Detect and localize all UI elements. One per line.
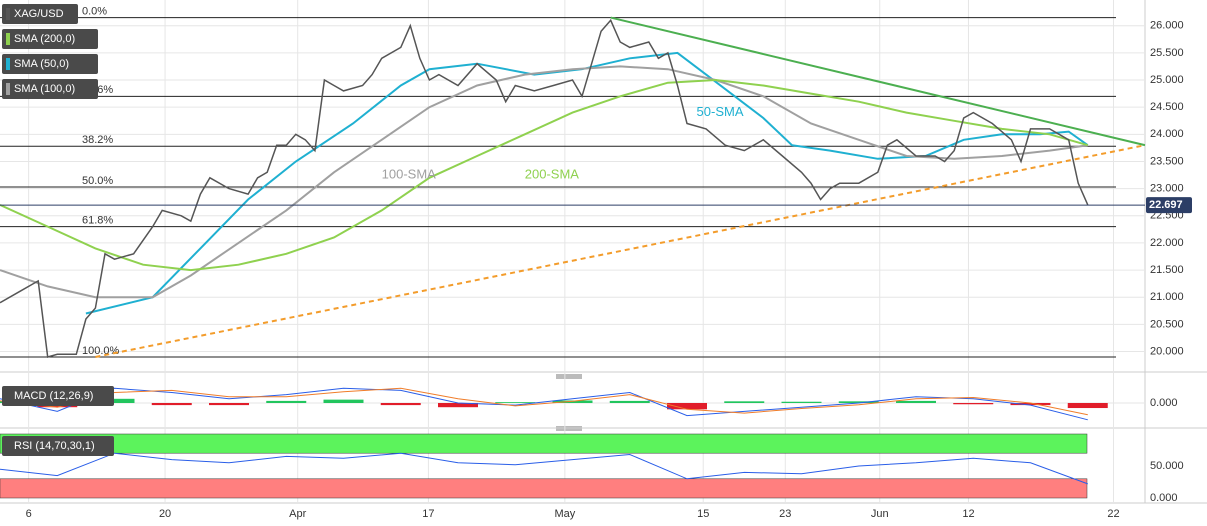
fib-label: 38.2% bbox=[82, 134, 113, 146]
sma-annotation: 100-SMA bbox=[382, 166, 437, 181]
y-tick-label: 24.500 bbox=[1150, 101, 1184, 113]
legend-swatch bbox=[6, 83, 10, 95]
pane-title-box bbox=[2, 386, 114, 406]
trendline bbox=[610, 16, 1146, 147]
rsi-band bbox=[0, 478, 1088, 499]
y-tick-label: 23.000 bbox=[1150, 183, 1184, 195]
macd-histogram bbox=[609, 400, 650, 403]
macd-histogram bbox=[438, 403, 478, 408]
legend-box bbox=[2, 29, 98, 49]
y-tick-label: 21.500 bbox=[1150, 264, 1184, 276]
legend-label: XAG/USD bbox=[14, 8, 64, 20]
trendline bbox=[95, 144, 1146, 358]
macd-histogram bbox=[838, 401, 879, 403]
macd-histogram bbox=[1067, 403, 1108, 409]
fib-label: 0.0% bbox=[82, 5, 107, 17]
y-tick-label: 50.000 bbox=[1150, 460, 1184, 472]
macd-histogram bbox=[209, 403, 249, 406]
macd-line bbox=[0, 387, 1088, 421]
y-tick-label: 0.000 bbox=[1150, 492, 1178, 504]
y-tick-label: 20.000 bbox=[1150, 345, 1184, 357]
y-tick-label: 23.500 bbox=[1150, 155, 1184, 167]
last-price-box bbox=[1146, 197, 1192, 214]
y-tick-label: 25.000 bbox=[1150, 74, 1184, 86]
y-tick-label: 22.000 bbox=[1150, 237, 1184, 249]
macd-histogram bbox=[323, 399, 364, 403]
x-tick-label: Jun bbox=[871, 508, 889, 520]
legend-label: SMA (200,0) bbox=[14, 33, 75, 45]
y-tick-label: 24.000 bbox=[1150, 128, 1184, 140]
y-tick-label: 26.000 bbox=[1150, 20, 1184, 32]
pane-handle[interactable] bbox=[556, 374, 582, 379]
x-tick-label: 12 bbox=[962, 508, 974, 520]
legend-box bbox=[2, 54, 98, 74]
pane-title: MACD (12,26,9) bbox=[14, 390, 93, 402]
macd-histogram bbox=[896, 400, 936, 403]
legend-label: SMA (50,0) bbox=[14, 58, 69, 70]
y-tick-label: 25.500 bbox=[1150, 47, 1184, 59]
legend-swatch bbox=[6, 8, 10, 20]
x-tick-label: 22 bbox=[1107, 508, 1119, 520]
price-line bbox=[0, 18, 1089, 358]
legend-box bbox=[2, 79, 98, 99]
legend-swatch bbox=[6, 58, 10, 70]
macd-histogram bbox=[380, 403, 421, 406]
x-tick-label: 23 bbox=[779, 508, 791, 520]
macd-histogram bbox=[151, 403, 192, 406]
legend-box bbox=[2, 4, 78, 24]
x-tick-label: 15 bbox=[697, 508, 709, 520]
fib-label: 100.0% bbox=[82, 345, 120, 357]
x-tick-label: 20 bbox=[159, 508, 171, 520]
pane-title: RSI (14,70,30,1) bbox=[14, 440, 95, 452]
macd-histogram bbox=[953, 403, 994, 405]
macd-line bbox=[0, 387, 1088, 416]
rsi-line bbox=[0, 452, 1088, 485]
macd-histogram bbox=[495, 402, 536, 403]
x-tick-label: 6 bbox=[26, 508, 32, 520]
macd-histogram bbox=[667, 403, 707, 410]
fib-label: 61.8% bbox=[82, 215, 113, 227]
macd-histogram bbox=[94, 398, 135, 403]
last-price-label: 22.697 bbox=[1149, 199, 1183, 211]
y-tick-label: 20.500 bbox=[1150, 318, 1184, 330]
macd-histogram bbox=[1010, 403, 1051, 406]
sma-annotation: 200-SMA bbox=[525, 166, 580, 181]
macd-histogram bbox=[266, 400, 307, 403]
pane-title-box bbox=[2, 436, 114, 456]
sma-line bbox=[0, 65, 1088, 299]
x-tick-label: Apr bbox=[289, 508, 306, 520]
legend-label: SMA (100,0) bbox=[14, 83, 75, 95]
macd-histogram bbox=[781, 401, 822, 403]
sma-line bbox=[0, 78, 1089, 272]
y-tick-label: 21.000 bbox=[1150, 291, 1184, 303]
sma-line bbox=[85, 51, 1089, 315]
macd-histogram bbox=[724, 401, 765, 403]
x-tick-label: 17 bbox=[422, 508, 434, 520]
x-tick-label: May bbox=[554, 508, 575, 520]
fib-label: 50.0% bbox=[82, 175, 113, 187]
legend-swatch bbox=[6, 33, 10, 45]
rsi-band bbox=[0, 433, 1088, 454]
sma-annotation: 50-SMA bbox=[697, 104, 744, 119]
y-tick-label: 0.000 bbox=[1150, 397, 1178, 409]
